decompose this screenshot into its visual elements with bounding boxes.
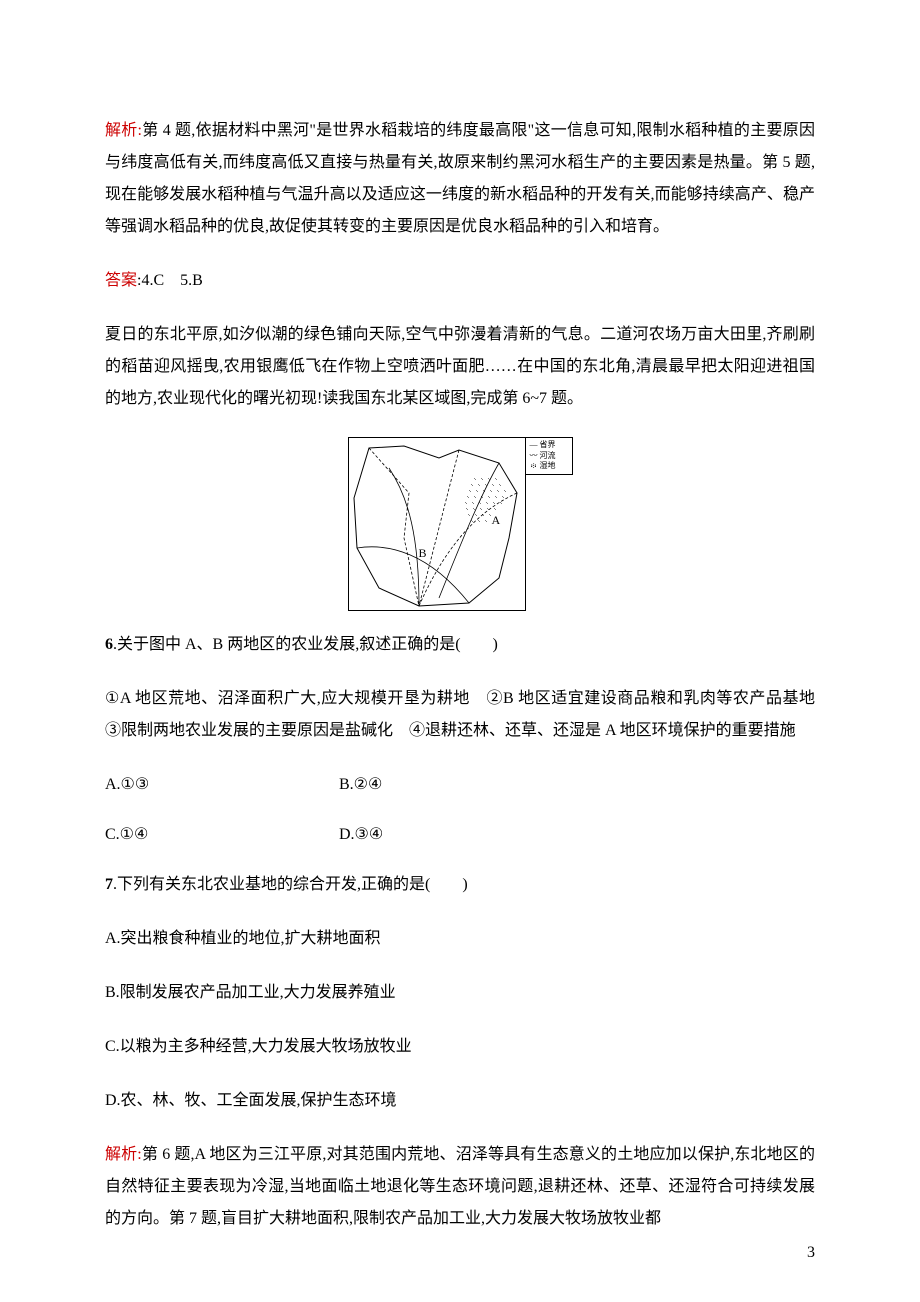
question-6-stem-text: .关于图中 A、B 两地区的农业发展,叙述正确的是( ) xyxy=(113,636,498,653)
question-7-stem-text: .下列有关东北农业基地的综合开发,正确的是( ) xyxy=(113,876,468,893)
legend-row: —省界 xyxy=(528,440,570,450)
option-6-b: B.②④ xyxy=(339,769,382,801)
map-label-b: B xyxy=(419,546,427,561)
option-7-c: C.以粮为主多种经营,大力发展大牧场放牧业 xyxy=(105,1031,815,1063)
option-6-d: D.③④ xyxy=(339,819,383,851)
analysis-4-5: 解析:第 4 题,依据材料中黑河"是世界水稻栽培的纬度最高限"这一信息可知,限制… xyxy=(105,115,815,243)
legend-symbol-river: 〰 xyxy=(528,451,540,461)
option-6-a: A.①③ xyxy=(105,769,335,801)
question-6-options-row-1: A.①③ B.②④ xyxy=(105,769,815,801)
map-figure: A B —省界 〰河流 ፨湿地 xyxy=(348,437,573,611)
question-6-stem: 6.关于图中 A、B 两地区的农业发展,叙述正确的是( ) xyxy=(105,629,815,661)
question-6-options-row-2: C.①④ D.③④ xyxy=(105,819,815,851)
legend-symbol-wetland: ፨ xyxy=(528,461,540,471)
legend-box: —省界 〰河流 ፨湿地 xyxy=(525,437,573,475)
passage-6-7: 夏日的东北平原,如汐似潮的绿色铺向天际,空气中弥漫着清新的气息。二道河农场万亩大… xyxy=(105,319,815,415)
answer-label: 答案 xyxy=(105,272,137,289)
legend-label-wetland: 湿地 xyxy=(540,461,556,470)
legend-label-river: 河流 xyxy=(540,451,556,460)
page: 解析:第 4 题,依据材料中黑河"是世界水稻栽培的纬度最高限"这一信息可知,限制… xyxy=(0,0,920,1302)
analysis-label: 解析: xyxy=(105,122,142,139)
option-7-d: D.农、林、牧、工全面发展,保护生态环境 xyxy=(105,1085,815,1117)
analysis-67-text: 第 6 题,A 地区为三江平原,对其范围内荒地、沼泽等具有生态意义的土地应加以保… xyxy=(105,1146,815,1227)
analysis-4-5-text: 第 4 题,依据材料中黑河"是世界水稻栽培的纬度最高限"这一信息可知,限制水稻种… xyxy=(105,122,815,235)
legend-symbol-boundary: — xyxy=(528,440,540,450)
map-label-a: A xyxy=(492,513,501,528)
option-7-a: A.突出粮食种植业的地位,扩大耕地面积 xyxy=(105,923,815,955)
question-6-statements: ①A 地区荒地、沼泽面积广大,应大规模开垦为耕地 ②B 地区适宜建设商品粮和乳肉… xyxy=(105,683,815,747)
legend-row: ፨湿地 xyxy=(528,461,570,471)
analysis-67-label: 解析: xyxy=(105,1146,142,1163)
option-6-c: C.①④ xyxy=(105,819,335,851)
answer-4-5: 答案:4.C 5.B xyxy=(105,265,815,297)
legend-row: 〰河流 xyxy=(528,451,570,461)
legend-label-boundary: 省界 xyxy=(540,440,556,449)
page-number: 3 xyxy=(807,1244,815,1262)
analysis-6-7: 解析:第 6 题,A 地区为三江平原,对其范围内荒地、沼泽等具有生态意义的土地应… xyxy=(105,1139,815,1235)
question-7-number: 7 xyxy=(105,876,113,893)
map-box: A B xyxy=(348,437,526,611)
option-7-b: B.限制发展农产品加工业,大力发展养殖业 xyxy=(105,977,815,1009)
figure-wrap: A B —省界 〰河流 ፨湿地 xyxy=(105,437,815,611)
question-6-number: 6 xyxy=(105,636,113,653)
question-7-stem: 7.下列有关东北农业基地的综合开发,正确的是( ) xyxy=(105,869,815,901)
answer-4-5-text: :4.C 5.B xyxy=(137,272,203,289)
